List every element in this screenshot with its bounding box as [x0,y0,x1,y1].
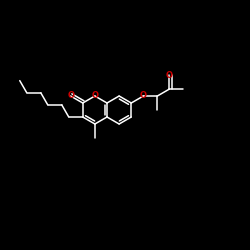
Text: O: O [140,92,147,100]
Text: O: O [67,92,74,100]
Text: O: O [166,70,173,80]
Text: O: O [92,92,98,100]
